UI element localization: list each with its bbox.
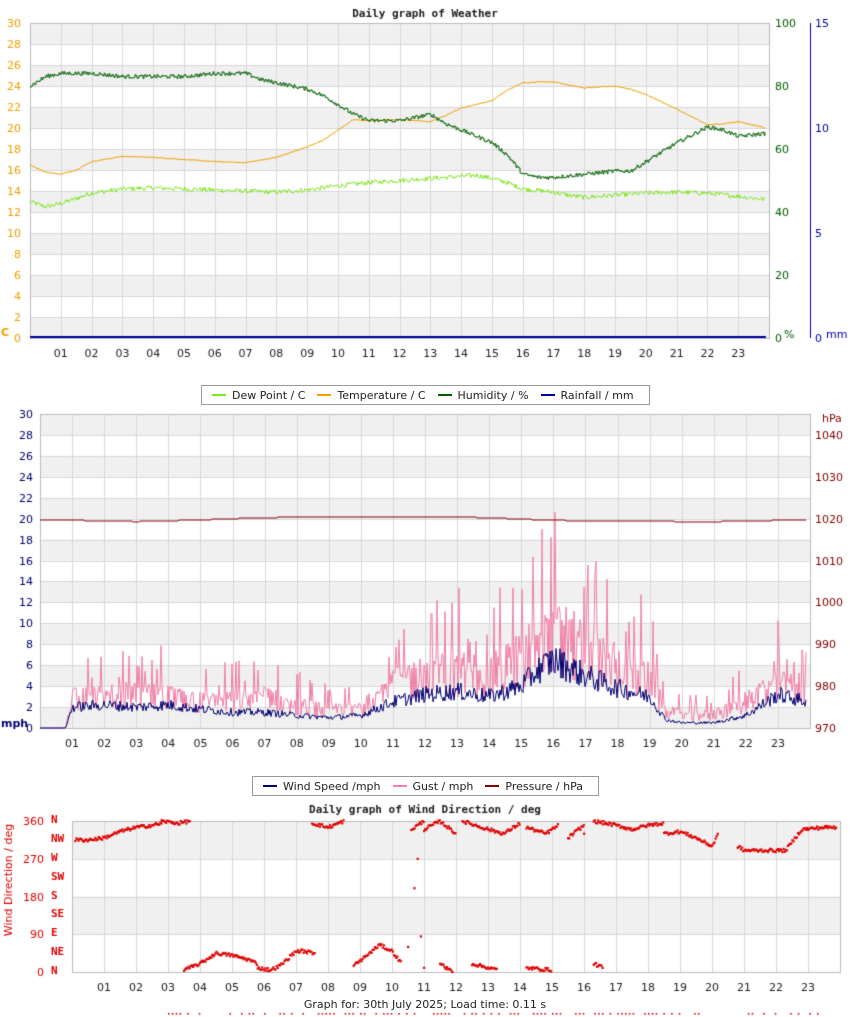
legend-temperature: Temperature / C xyxy=(317,389,426,402)
legend-wind-speed: Wind Speed /mph xyxy=(263,780,381,793)
legend-dew-point: Dew Point / C xyxy=(212,389,305,402)
legend-rainfall: Rainfall / mm xyxy=(540,389,634,402)
weather-legend: Dew Point / C Temperature / C Humidity /… xyxy=(201,385,650,405)
legend-gust: Gust / mph xyxy=(392,780,473,793)
wind-legend: Wind Speed /mph Gust / mph Pressure / hP… xyxy=(252,776,599,796)
graph-footer: Graph for: 30th July 2025; Load time: 0.… xyxy=(303,998,547,1011)
legend-humidity: Humidity / % xyxy=(437,389,529,402)
legend-pressure: Pressure / hPa xyxy=(485,780,583,793)
